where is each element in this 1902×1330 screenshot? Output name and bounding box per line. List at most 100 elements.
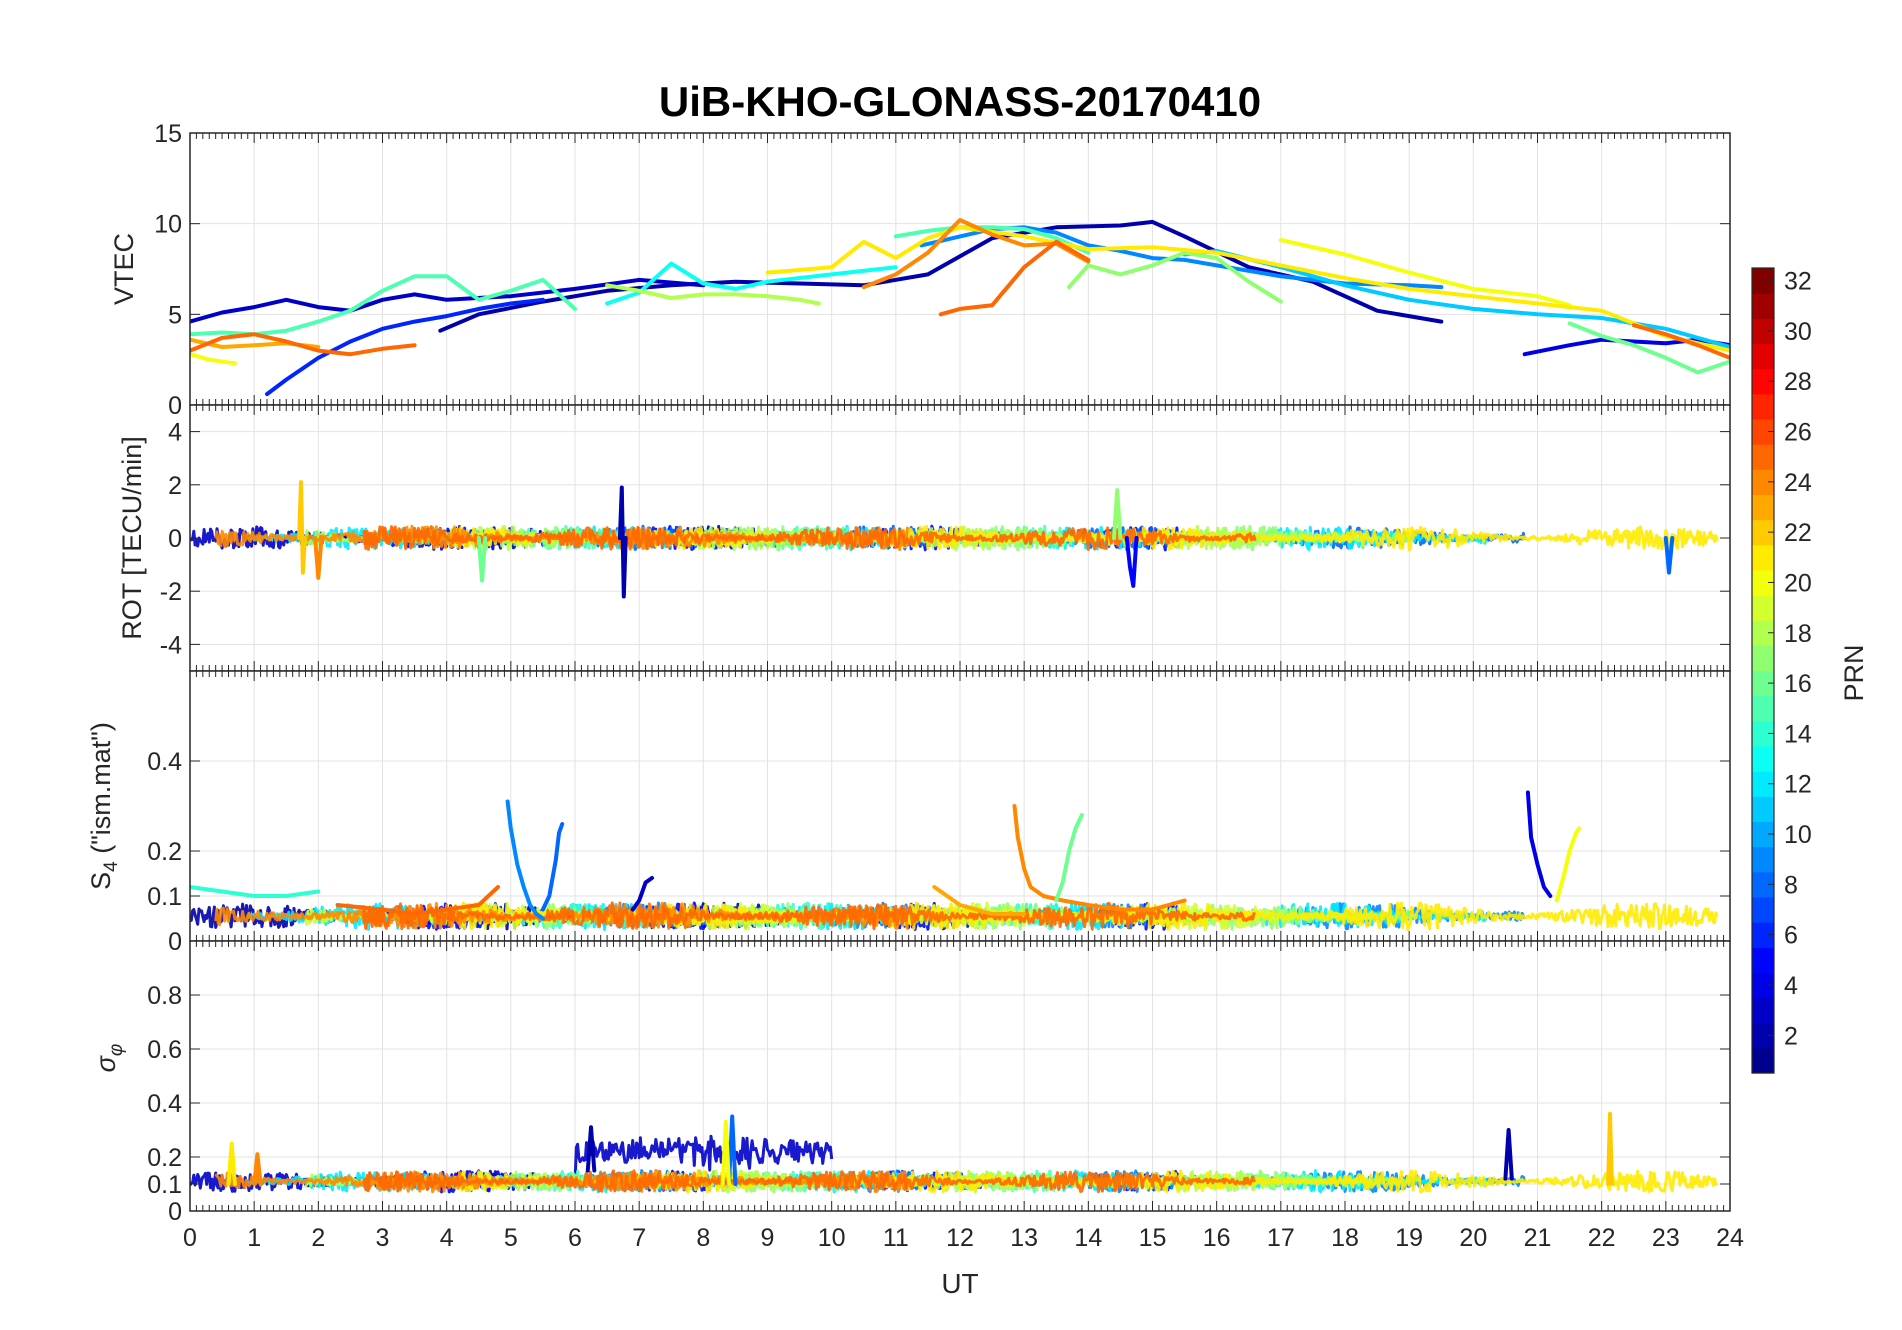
tick-marks (189, 941, 1731, 1212)
colorbar-tick-label: 18 (1784, 620, 1812, 648)
colorbar-segment (1752, 896, 1774, 923)
x-tick-label: 9 (761, 1224, 775, 1252)
series-line-prn-16 (476, 536, 488, 583)
series-line-prn-5 (1124, 536, 1139, 588)
sigma-label-sub: φ (106, 1044, 127, 1056)
panel-vtec: 0 5 10 15 (154, 120, 1731, 420)
series-line-prn-25 (335, 885, 500, 916)
colorbar-frame (1751, 267, 1775, 1074)
series-line-prn-17 (1112, 488, 1123, 540)
s4-label-rest: ("ism.mat") (86, 722, 116, 861)
series-line-prn-4 (1525, 790, 1553, 898)
colorbar-tick-label: 26 (1784, 419, 1812, 447)
series-line-prn-8 (540, 822, 565, 912)
series-line-prn-2 (438, 219, 1444, 333)
series-line-prn-2 (585, 1125, 597, 1173)
colorbar-segment (1752, 972, 1774, 999)
x-tick-label: 8 (696, 1224, 710, 1252)
data-layer (190, 790, 1719, 932)
x-tick-label: 15 (1139, 1224, 1167, 1252)
series-line-prn-17 (1067, 250, 1283, 304)
panel-s4: 0 0.1 0.2 0.4 (147, 670, 1731, 956)
colorbar-tick-label: 30 (1784, 318, 1812, 346)
colorbar-segment (1752, 821, 1774, 848)
colorbar-tick-label: 8 (1784, 871, 1798, 899)
series-line-prn-20 (1278, 238, 1572, 308)
y-tick-label: 0.1 (147, 1171, 182, 1199)
series-line-prn-24 (1012, 804, 1187, 912)
colorbar-segment (1752, 343, 1774, 370)
chart-title: UiB-KHO-GLONASS-20170410 (659, 78, 1261, 125)
colorbar-segment (1752, 846, 1774, 873)
y-axis-label-sigma-phi: σφ (91, 1044, 127, 1073)
noise-trace (361, 901, 1256, 931)
y-tick-label: 0.8 (147, 982, 182, 1010)
colorbar-segment (1752, 569, 1774, 596)
y-tick-label: 0.2 (147, 1144, 182, 1172)
x-tick-label: 1 (247, 1224, 261, 1252)
colorbar-segment (1752, 368, 1774, 395)
series-line-prn-13 (605, 261, 898, 306)
tick-marks (189, 132, 1731, 406)
series-line-prn-18 (605, 283, 821, 306)
series-line-prn-9 (505, 799, 545, 921)
s4-label-sub: 4 (101, 861, 122, 872)
series-line-prn-21 (226, 1141, 237, 1186)
sigma-label-main: σ (91, 1054, 121, 1072)
x-tick-label: 2 (311, 1224, 325, 1252)
colorbar-segment (1752, 418, 1774, 445)
series-line-prn-16 (1054, 813, 1084, 903)
y-tick-label: -2 (160, 578, 182, 606)
x-tick-label: 3 (376, 1224, 390, 1252)
colorbar-tick-label: 6 (1784, 922, 1798, 950)
colorbar-tick-label: 2 (1784, 1022, 1798, 1050)
colorbar-segment (1752, 1047, 1774, 1074)
x-tick-label: 4 (440, 1224, 454, 1252)
series-line-prn-22 (1606, 1111, 1614, 1186)
y-tick-label: 0.4 (147, 1090, 182, 1118)
colorbar-tick-label: 10 (1784, 821, 1812, 849)
colorbar-tick-label: 22 (1784, 519, 1812, 547)
series-line-prn-24 (252, 1152, 263, 1186)
noise-trace (362, 525, 1257, 551)
data-layer (190, 480, 1719, 599)
x-axis-label: UT (941, 1268, 978, 1299)
x-axis: 0 1 2 3 4 5 6 7 8 9 10 11 12 13 14 15 16 17 18 19 20 21 22 23 24 (183, 1224, 1744, 1252)
colorbar-tick-label: 12 (1784, 771, 1812, 799)
noise-trace (361, 1169, 1257, 1194)
x-tick-label: 22 (1588, 1224, 1616, 1252)
x-tick-label: 10 (818, 1224, 846, 1252)
x-tick-label: 21 (1524, 1224, 1552, 1252)
colorbar-segment (1752, 771, 1774, 797)
colorbar-tick-label: 14 (1784, 720, 1812, 748)
x-tick-label: 14 (1074, 1224, 1102, 1252)
colorbar-segment (1752, 670, 1774, 697)
colorbar-tick-label: 16 (1784, 670, 1812, 698)
panel-sigma-phi: 00.10.2 0.4 0.6 0.8 (147, 940, 1731, 1226)
y-tick-label: 5 (168, 301, 182, 329)
series-line-prn-20 (1554, 826, 1582, 903)
y-tick-label: 10 (154, 211, 182, 239)
y-tick-label: 0.4 (147, 748, 182, 776)
y-tick-label: 0 (168, 928, 182, 956)
data-layer (190, 218, 1730, 397)
series-line-prn-24 (313, 536, 324, 580)
colorbar-tick-label: 4 (1784, 972, 1798, 1000)
colorbar-tick-label: 32 (1784, 268, 1812, 296)
x-tick-label: 7 (632, 1224, 646, 1252)
series-line-prn-8 (1663, 536, 1675, 575)
x-tick-label: 13 (1010, 1224, 1038, 1252)
colorbar-segment (1752, 469, 1774, 496)
x-tick-label: 0 (183, 1224, 197, 1252)
series-line-prn-25 (190, 332, 417, 357)
colorbar-segment (1752, 796, 1774, 823)
series-line-prn-3 (190, 277, 706, 324)
series-line-prn-16 (1567, 321, 1730, 375)
colorbar-segment (1752, 620, 1774, 646)
y-tick-label: 0 (168, 1198, 182, 1226)
colorbar-tick-label: 28 (1784, 368, 1812, 396)
series-line-prn-20 (190, 352, 237, 366)
y-tick-label: 0 (168, 525, 182, 553)
y-tick-label: 0 (168, 392, 182, 420)
